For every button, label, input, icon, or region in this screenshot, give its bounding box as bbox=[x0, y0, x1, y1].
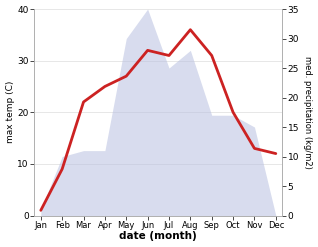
Y-axis label: med. precipitation (kg/m2): med. precipitation (kg/m2) bbox=[303, 56, 313, 169]
Y-axis label: max temp (C): max temp (C) bbox=[5, 81, 15, 144]
X-axis label: date (month): date (month) bbox=[120, 231, 197, 242]
